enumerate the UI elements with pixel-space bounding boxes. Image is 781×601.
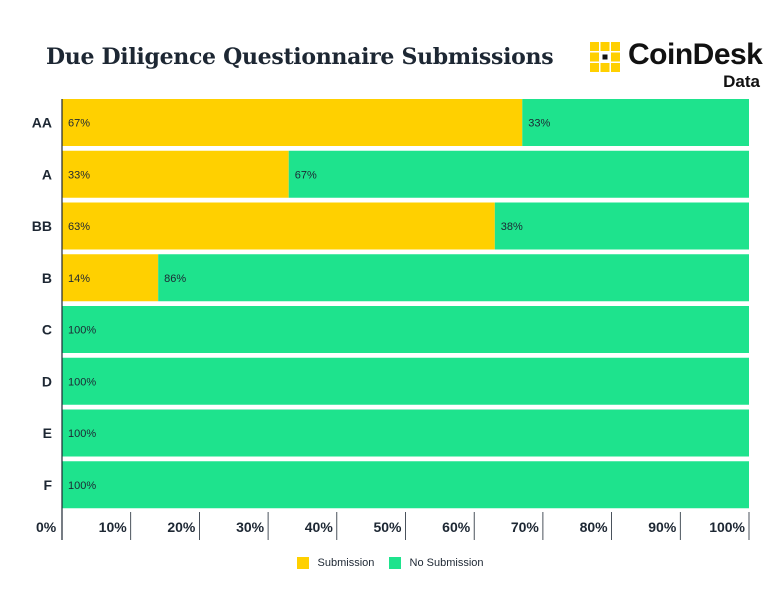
category-label-c: C (42, 322, 52, 338)
bar-submission-b (62, 254, 159, 302)
category-label-bb: BB (32, 218, 52, 234)
x-tick-label-5: 50% (373, 519, 402, 535)
bar-no-submission-bb (494, 202, 749, 250)
x-tick-label-10: 100% (709, 519, 745, 535)
category-label-f: F (43, 477, 52, 493)
x-tick-label-0: 0% (36, 519, 57, 535)
x-tick-label-2: 20% (167, 519, 196, 535)
legend-swatch-submission (297, 557, 310, 570)
logo-name: CoinDesk (628, 38, 763, 71)
legend-item-no-submission: No Submission (389, 557, 484, 570)
legend-label-submission: Submission (317, 557, 375, 570)
x-tick-label-8: 80% (580, 519, 609, 535)
data-label-no-submission-b: 86% (164, 273, 186, 285)
data-label-submission-bb: 63% (68, 221, 90, 233)
data-label-no-submission-c: 100% (68, 325, 96, 337)
bar-no-submission-f (62, 461, 749, 509)
bar-submission-aa (62, 99, 523, 146)
category-label-d: D (42, 373, 52, 389)
category-label-e: E (43, 425, 52, 441)
x-tick-label-6: 60% (442, 519, 471, 535)
bar-submission-bb (62, 202, 495, 250)
x-tick-label-7: 70% (511, 519, 540, 535)
data-label-no-submission-e: 100% (68, 428, 96, 440)
bar-no-submission-e (62, 409, 749, 457)
bar-no-submission-a (288, 150, 749, 198)
coindesk-logo: CoinDesk Data (588, 38, 768, 94)
bar-no-submission-c (62, 306, 749, 353)
data-label-submission-a: 33% (68, 169, 90, 181)
data-label-no-submission-f: 100% (68, 480, 96, 492)
category-label-aa: AA (32, 115, 52, 131)
legend: Submission No Submission (0, 557, 781, 570)
x-tick-label-1: 10% (99, 519, 128, 535)
data-label-submission-b: 14% (68, 273, 90, 285)
data-label-no-submission-a: 67% (295, 169, 317, 181)
data-label-no-submission-bb: 38% (501, 221, 523, 233)
data-label-submission-aa: 67% (68, 118, 90, 130)
legend-swatch-no-submission (389, 557, 402, 570)
category-label-b: B (42, 270, 52, 286)
category-label-a: A (42, 166, 52, 182)
x-tick-label-4: 40% (305, 519, 334, 535)
chart-title: Due Diligence Questionnaire Submissions (46, 44, 554, 70)
bar-submission-a (62, 150, 289, 198)
logo-subtitle: Data (723, 72, 760, 91)
bar-no-submission-d (62, 357, 749, 405)
x-tick-label-9: 90% (648, 519, 677, 535)
data-label-no-submission-d: 100% (68, 376, 96, 388)
coindesk-logo-icon (590, 42, 620, 72)
bar-no-submission-b (158, 254, 749, 302)
data-label-no-submission-aa: 33% (528, 118, 550, 130)
legend-label-no-submission: No Submission (409, 557, 484, 570)
legend-item-submission: Submission (297, 557, 375, 570)
stacked-bar-chart: 67% 33% AA 33% 67% A 63% 38% BB 14% 86% B 100% C 100% D… (32, 99, 750, 540)
x-tick-label-3: 30% (236, 519, 265, 535)
bar-no-submission-aa (522, 99, 749, 146)
